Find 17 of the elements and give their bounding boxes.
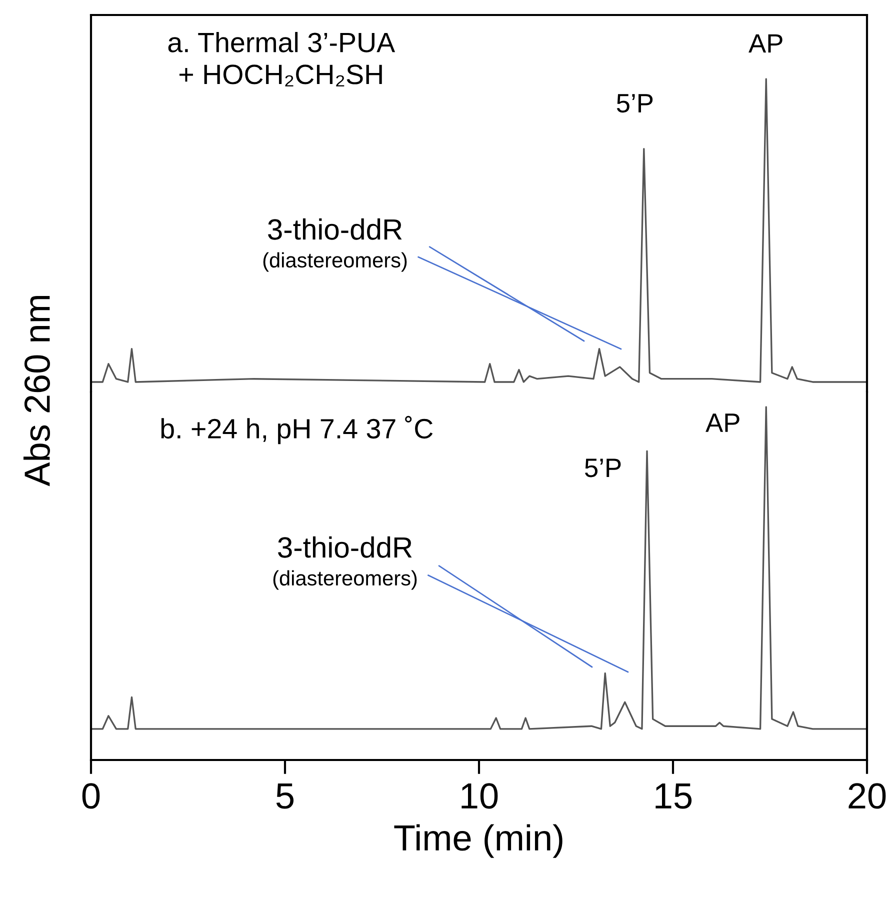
x-tick-label: 0 bbox=[82, 783, 100, 809]
x-axis-title: Time (min) bbox=[394, 824, 562, 858]
y-axis-title: Abs 260 nm bbox=[23, 296, 50, 486]
x-tick-label: 20 bbox=[848, 783, 886, 809]
x-tick-label: 5 bbox=[276, 784, 294, 809]
x-tick-label: 10 bbox=[462, 783, 498, 809]
annotation: 5’P bbox=[616, 94, 653, 113]
chart-title: b. +24 h, pH 7.4 37 ˚C bbox=[161, 416, 433, 444]
annotation: AP bbox=[748, 34, 782, 53]
chart-title: a. Thermal 3’-PUA + HOCH₂CH₂SH bbox=[168, 32, 396, 86]
annotation: 3-thio-ddR bbox=[268, 218, 402, 240]
annotation: AP bbox=[706, 414, 740, 432]
annotation: 3-thio-ddR bbox=[278, 536, 412, 558]
annotation: 5’P bbox=[584, 458, 621, 478]
annotation: (diastereomers) bbox=[273, 570, 417, 590]
annotation: (diastereomers) bbox=[263, 252, 407, 272]
x-tick-label: 15 bbox=[656, 784, 692, 809]
